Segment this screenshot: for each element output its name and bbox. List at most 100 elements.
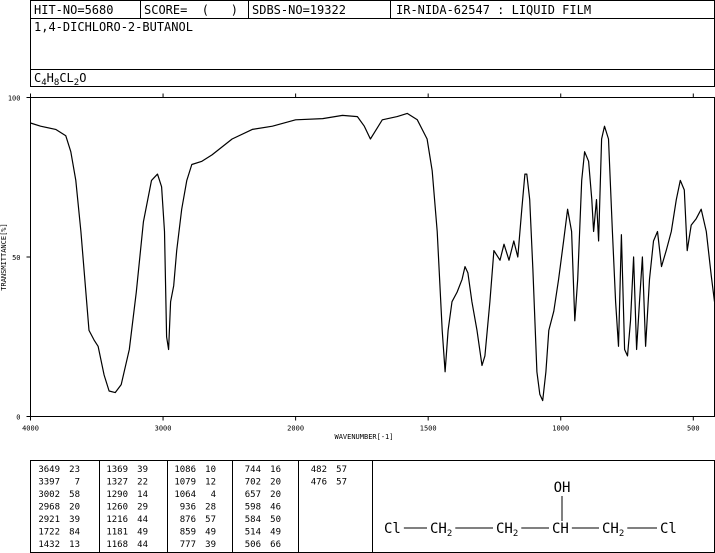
text-part: C [34,71,41,85]
peak-transmittance: 84 [69,528,80,538]
peak-transmittance: 7 [75,478,80,488]
plot-frame [30,97,715,417]
peak-transmittance: 46 [270,503,281,513]
peak-transmittance: 10 [205,465,216,475]
atom-group: Cl [660,521,677,537]
peak-wavenumber: 3397 [38,478,60,488]
text-part: CH [430,521,447,537]
subscript: 2 [619,529,624,539]
atom-group: CH2 [602,521,624,539]
text-part: H [47,71,54,85]
peak-wavenumber: 514 [245,528,261,538]
x-tick-label: 500 [687,425,700,433]
peak-transmittance: 39 [69,515,80,525]
peak-wavenumber: 702 [245,478,261,488]
x-tick-label: 4000 [22,425,39,433]
atom-group: CH [552,521,569,537]
peak-transmittance: 66 [270,540,281,550]
text-part: CH [552,521,569,537]
peak-transmittance: 16 [270,465,281,475]
y-tick-label: 0 [16,414,20,422]
peak-wavenumber: 1168 [106,540,128,550]
peak-wavenumber: 3002 [38,490,60,500]
peak-transmittance: 57 [336,465,347,475]
x-tick-label: 2000 [287,425,304,433]
peak-wavenumber: 859 [180,528,196,538]
peak-wavenumber: 1432 [38,540,60,550]
peak-transmittance: 13 [69,540,80,550]
peak-transmittance: 20 [69,503,80,513]
peak-transmittance: 4 [211,490,216,500]
compound-name: 1,4-DICHLORO-2-BUTANOL [34,20,193,34]
peak-wavenumber: 744 [245,465,261,475]
peak-transmittance: 57 [336,478,347,488]
header-frame [30,0,715,553]
atom-group: CH2 [496,521,518,539]
peak-wavenumber: 1369 [106,465,128,475]
text-part: O [79,71,86,85]
subscript: 2 [513,529,518,539]
peak-wavenumber: 1260 [106,503,128,513]
text-part: Cl [384,521,401,537]
formula: C4H8CL2O [34,71,86,88]
peak-wavenumber: 584 [245,515,261,525]
peak-wavenumber: 876 [180,515,196,525]
peak-wavenumber: 598 [245,503,261,513]
peak-wavenumber: 2968 [38,503,60,513]
peak-wavenumber: 1079 [174,478,196,488]
sdbs-no: SDBS-NO=19322 [252,3,346,17]
method: IR-NIDA-62547 : LIQUID FILM [396,3,591,17]
peak-wavenumber: 506 [245,540,261,550]
peak-wavenumber: 1290 [106,490,128,500]
peak-wavenumber: 2921 [38,515,60,525]
text-part: Cl [660,521,677,537]
peak-wavenumber: 936 [180,503,196,513]
x-axis-label: WAVENUMBER[-1] [334,433,393,441]
text-part: CH [496,521,513,537]
peak-transmittance: 23 [69,465,80,475]
peak-wavenumber: 1086 [174,465,196,475]
peak-transmittance: 44 [137,540,148,550]
peak-transmittance: 20 [270,490,281,500]
structure-box [372,460,715,553]
peak-transmittance: 49 [137,528,148,538]
y-tick-label: 50 [12,254,20,262]
subscript: 2 [447,529,452,539]
spectrum-line [30,112,715,402]
peak-transmittance: 44 [137,515,148,525]
subscript: 8 [54,78,59,88]
text-part: CH [602,521,619,537]
peak-transmittance: 58 [69,490,80,500]
peak-transmittance: 57 [205,515,216,525]
subscript: 4 [41,78,46,88]
peak-transmittance: 29 [137,503,148,513]
peak-transmittance: 49 [270,528,281,538]
peak-wavenumber: 657 [245,490,261,500]
y-axis-label: TRANSMITTANCE[%] [0,223,8,290]
x-tick-label: 1500 [420,425,437,433]
peak-wavenumber: 482 [311,465,327,475]
peak-wavenumber: 1064 [174,490,196,500]
subscript: 2 [74,78,79,88]
peak-transmittance: 20 [270,478,281,488]
header-box [30,0,715,87]
x-tick-label: 3000 [155,425,172,433]
atom-group: Cl [384,521,401,537]
peak-transmittance: 12 [205,478,216,488]
x-tick-label: 1000 [552,425,569,433]
peak-wavenumber: 1722 [38,528,60,538]
peak-transmittance: 22 [137,478,148,488]
peak-wavenumber: 1181 [106,528,128,538]
text-part: CL [59,71,73,85]
peak-wavenumber: 476 [311,478,327,488]
peak-transmittance: 39 [205,540,216,550]
score: SCORE= ( ) [144,3,238,17]
peak-wavenumber: 1216 [106,515,128,525]
peak-wavenumber: 1327 [106,478,128,488]
peak-wavenumber: 3649 [38,465,60,475]
atom-group: CH2 [430,521,452,539]
peak-transmittance: 39 [137,465,148,475]
y-tick-label: 100 [8,95,21,103]
